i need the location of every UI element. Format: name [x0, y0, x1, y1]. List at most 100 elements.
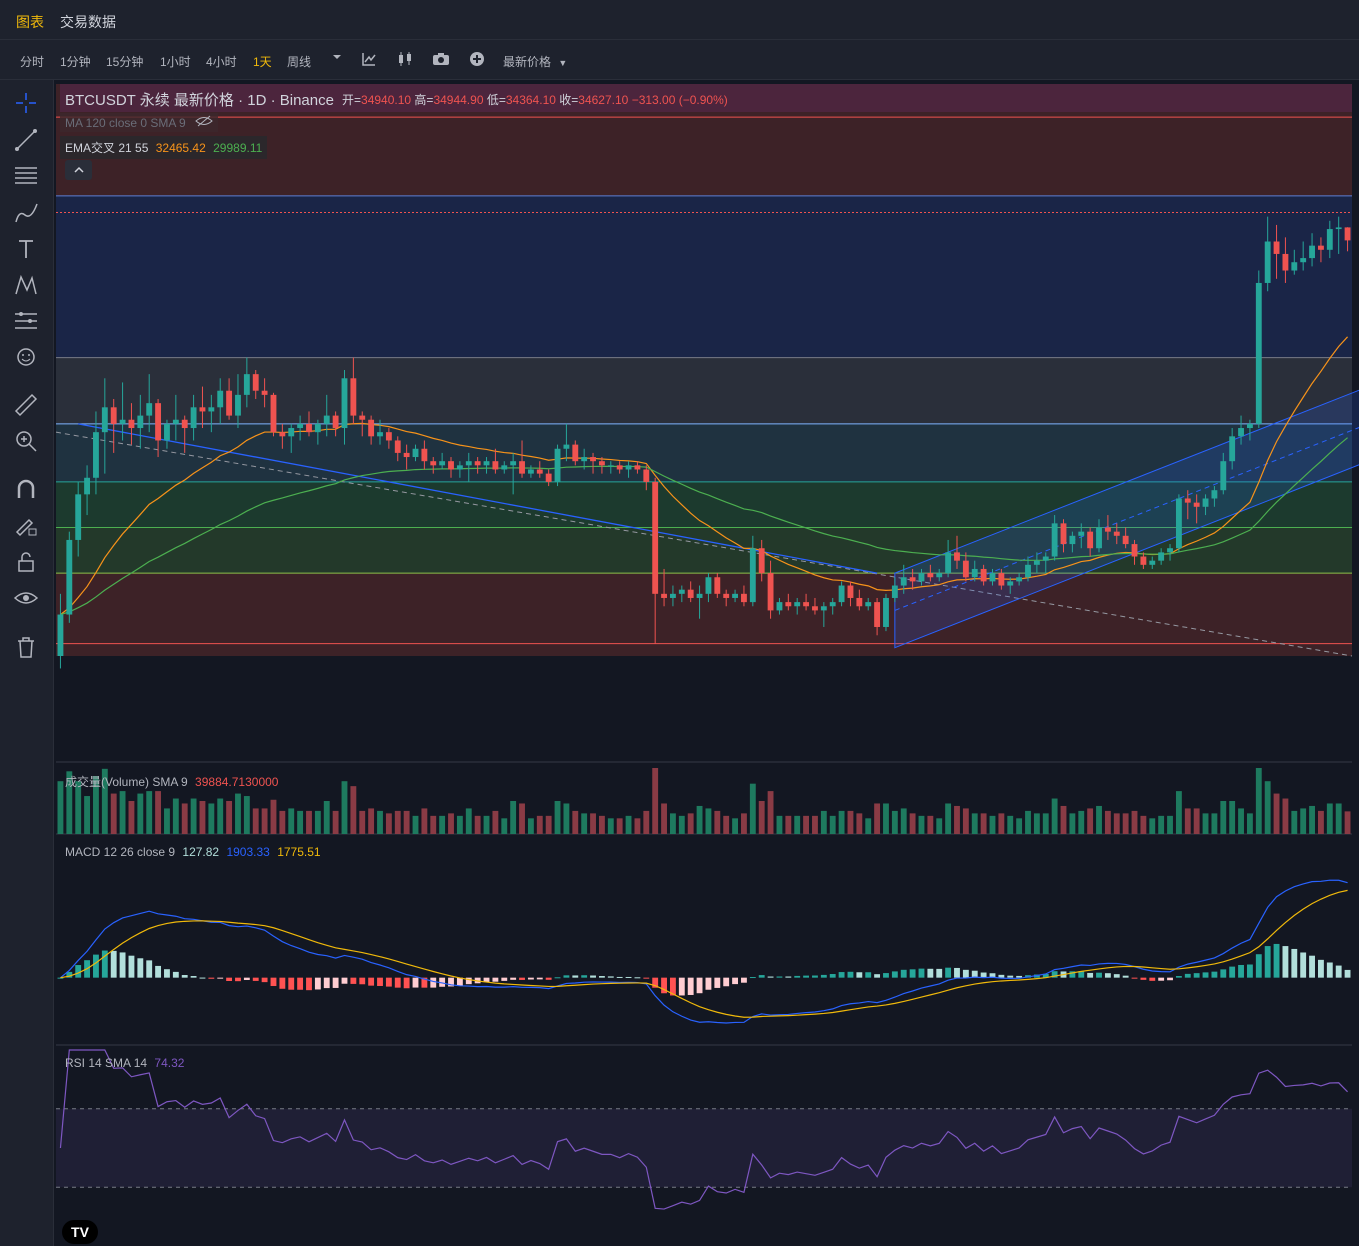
candle-body — [323, 415, 330, 424]
ema-legend[interactable]: EMA交叉 21 55 32465.42 29989.11 — [60, 136, 268, 159]
macd-histogram-bar — [110, 950, 117, 978]
add-icon[interactable] — [469, 51, 485, 70]
interval-1m[interactable]: 1分钟 — [60, 55, 91, 69]
macd-histogram-bar — [1291, 948, 1298, 978]
candle-body — [536, 469, 543, 474]
magnet-icon[interactable] — [13, 476, 39, 502]
zoom-icon[interactable] — [13, 428, 39, 454]
volume-bar — [1220, 801, 1227, 834]
macd-histogram-bar — [492, 977, 499, 982]
ma-legend[interactable]: MA 120 close 0 SMA 9 — [60, 113, 219, 132]
volume-bar — [785, 815, 792, 834]
volume-bar — [652, 768, 659, 834]
eye-icon[interactable] — [13, 585, 39, 611]
symbol-title[interactable]: BTCUSDT 永续 最新价格 · 1D · Binance — [65, 92, 334, 109]
interval-tick[interactable]: 分时 — [20, 55, 45, 69]
candle-body — [1211, 490, 1218, 499]
hidden-eye-icon[interactable] — [195, 115, 213, 130]
rsi-legend[interactable]: RSI 14 SMA 14 74.32 — [65, 1056, 184, 1070]
candle-body — [998, 573, 1005, 586]
candle-body — [954, 552, 960, 561]
interval-week[interactable]: 周线 — [287, 55, 312, 69]
camera-icon[interactable] — [432, 51, 450, 70]
dashed-trendline — [55, 431, 1353, 657]
tab-chart[interactable]: 图表 — [16, 14, 44, 30]
volume-bar — [1042, 813, 1049, 834]
fib-icon[interactable] — [13, 163, 39, 189]
volume-legend[interactable]: 成交量(Volume) SMA 9 39884.7130000 — [65, 773, 278, 790]
macd-legend[interactable]: MACD 12 26 close 9 127.82 1903.33 1775.5… — [65, 845, 321, 859]
trendline-icon[interactable] — [13, 127, 39, 153]
collapse-legend-button[interactable] — [65, 160, 92, 180]
volume-bar — [110, 793, 117, 834]
tab-trade-data[interactable]: 交易数据 — [60, 14, 116, 30]
volume-label: 成交量(Volume) SMA 9 — [65, 775, 188, 789]
candle-body — [474, 461, 481, 466]
macd-histogram-bar — [1211, 971, 1218, 978]
macd-histogram-bar — [927, 968, 934, 978]
price-type-select[interactable]: 最新价格 ▼ — [503, 53, 567, 70]
volume-bar — [1025, 810, 1031, 834]
candle-type-icon[interactable] — [396, 51, 414, 70]
macd-histogram-bar — [820, 974, 827, 978]
volume-bar — [1069, 813, 1076, 834]
top-nav: 图表 交易数据 — [0, 0, 1359, 40]
candle-body — [563, 444, 570, 449]
text-icon[interactable] — [13, 236, 39, 262]
candle-body — [1255, 282, 1262, 424]
brush-icon[interactable] — [13, 200, 39, 226]
macd-histogram-bar — [1007, 975, 1014, 978]
pattern-icon[interactable] — [13, 272, 39, 298]
dropdown-icon[interactable] — [331, 51, 343, 66]
trash-icon[interactable] — [13, 634, 39, 660]
candle-body — [57, 614, 64, 656]
candle-body — [421, 448, 428, 462]
interval-1h[interactable]: 1小时 — [160, 55, 191, 69]
zone-band — [56, 195, 1352, 358]
candle-body — [483, 461, 490, 466]
macd-histogram-bar — [421, 977, 428, 988]
chevron-down-icon: ▼ — [558, 58, 568, 68]
volume-bar — [741, 813, 747, 834]
candle-body — [785, 602, 792, 607]
volume-bar — [385, 813, 392, 834]
macd-histogram-bar — [430, 977, 437, 988]
macd-histogram-bar — [377, 977, 383, 986]
volume-bar — [1096, 805, 1102, 834]
candle-body — [714, 577, 721, 594]
macd-histogram-bar — [252, 977, 259, 981]
forecast-icon[interactable] — [13, 308, 39, 334]
indicator-icon[interactable] — [361, 51, 377, 70]
volume-bar — [1184, 808, 1191, 834]
macd-hist-value: 127.82 — [182, 845, 220, 859]
open-label: 开= — [342, 93, 362, 107]
interval-1d[interactable]: 1天 — [253, 55, 272, 69]
volume-bar — [288, 808, 295, 834]
volume-bar — [1255, 768, 1262, 834]
volume-bar — [403, 810, 410, 834]
volume-bar — [643, 810, 650, 834]
macd-histogram-bar — [900, 969, 907, 978]
macd-histogram-bar — [661, 977, 667, 994]
candle-body — [634, 465, 641, 470]
volume-bar — [483, 815, 490, 834]
macd-histogram-bar — [883, 973, 889, 978]
macd-histogram-bar — [1318, 959, 1324, 978]
lock-drawing-icon[interactable] — [13, 512, 39, 538]
interval-15m[interactable]: 15分钟 — [106, 55, 144, 69]
interval-4h[interactable]: 4小时 — [206, 55, 237, 69]
volume-bar — [1033, 813, 1040, 834]
ema-slow-value: 29989.11 — [213, 141, 263, 155]
lock-icon[interactable] — [13, 549, 39, 575]
macd-histogram-bar — [350, 977, 357, 984]
volume-bar — [1300, 808, 1307, 834]
emoji-icon[interactable] — [13, 344, 39, 370]
drawing-sidebar — [0, 80, 54, 1246]
ruler-icon[interactable] — [13, 392, 39, 418]
macd-histogram-bar — [465, 977, 472, 985]
macd-histogram-bar — [598, 976, 605, 978]
volume-bar — [1273, 793, 1280, 834]
crosshair-icon[interactable] — [13, 90, 39, 116]
candle-body — [670, 593, 676, 598]
